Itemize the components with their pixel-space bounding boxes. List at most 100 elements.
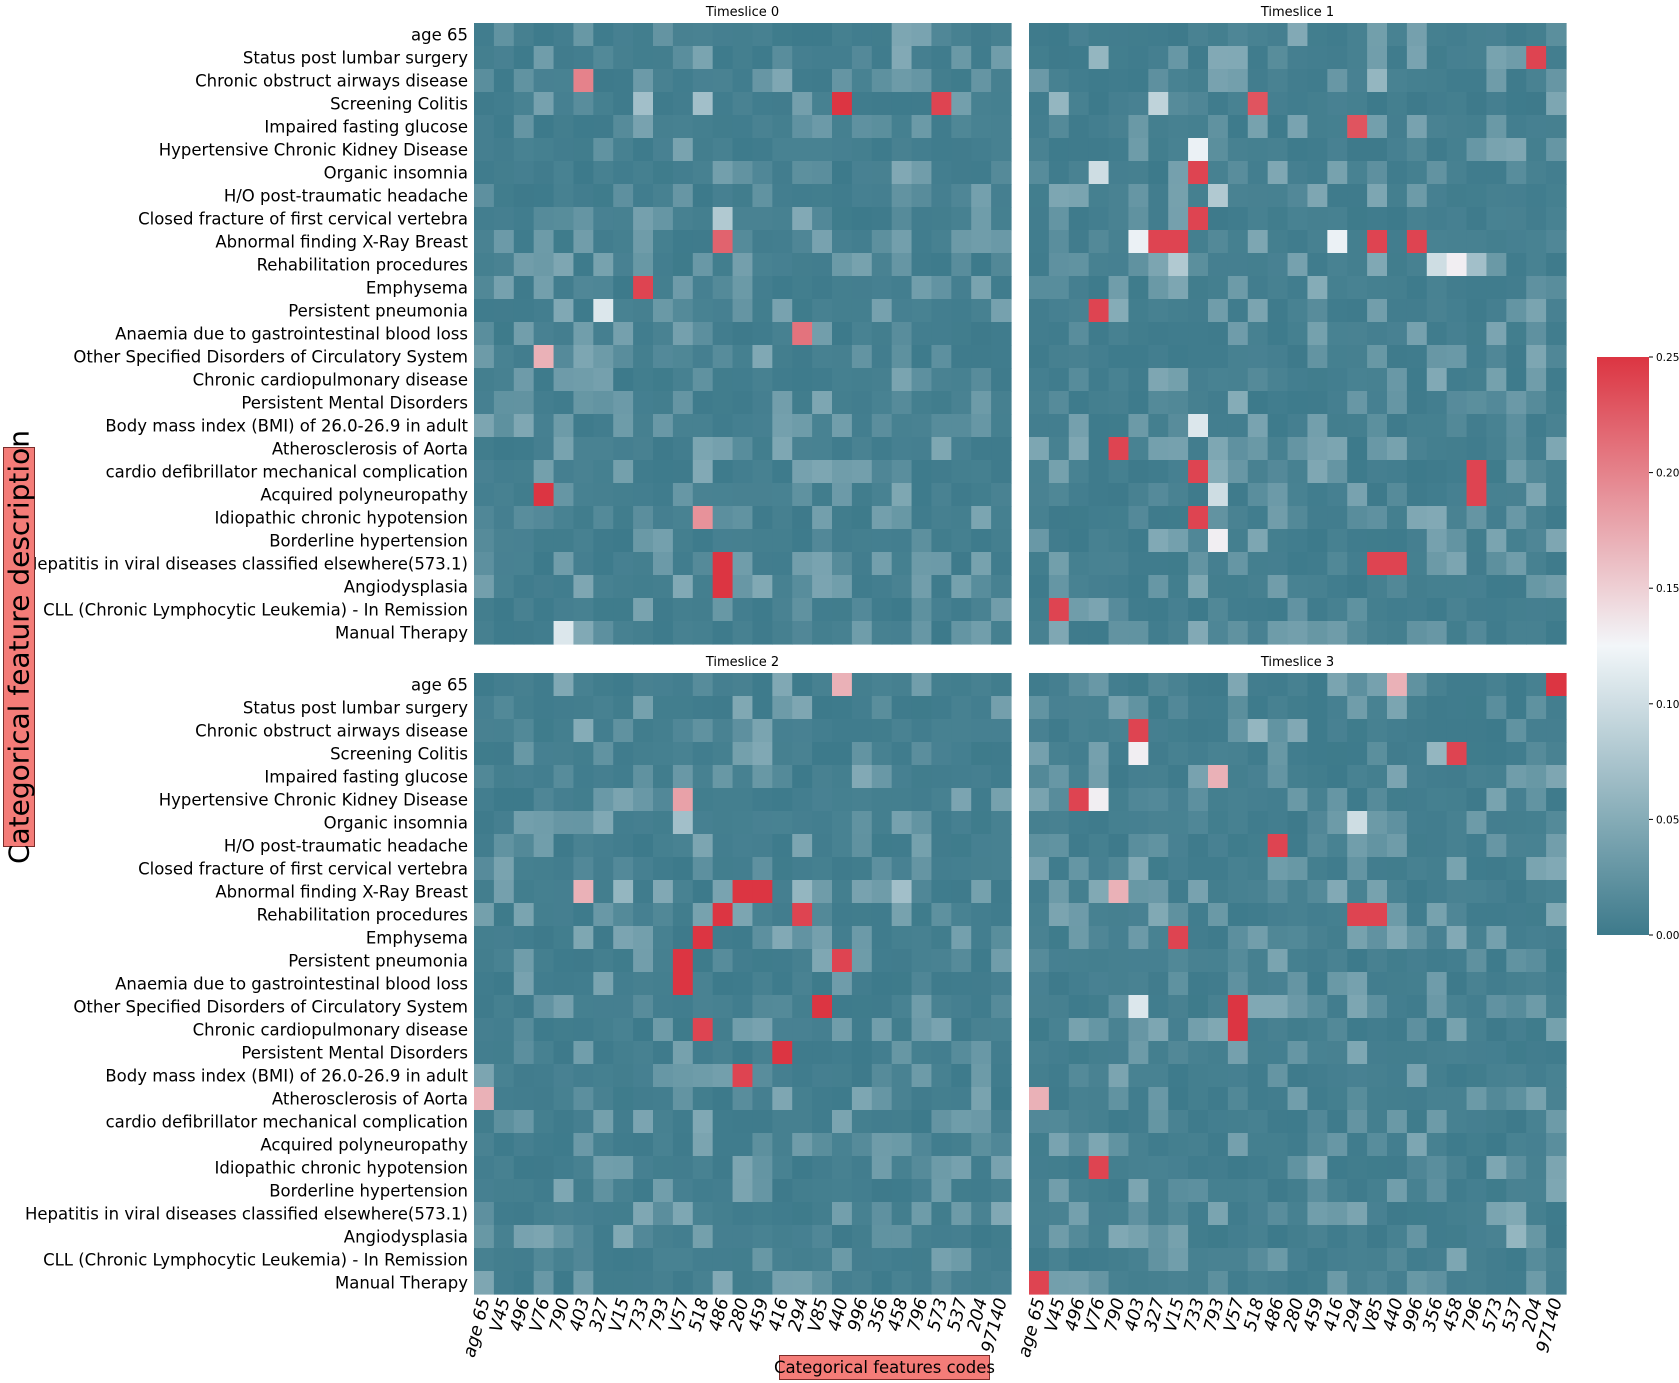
heatmap-cell bbox=[1387, 46, 1408, 70]
heatmap-cell bbox=[1029, 903, 1050, 927]
heatmap-cell bbox=[1068, 46, 1090, 70]
heatmap-cell bbox=[1148, 1064, 1169, 1088]
heatmap-cell bbox=[1387, 1271, 1408, 1295]
heatmap-cell bbox=[792, 1179, 813, 1203]
heatmap-cell bbox=[752, 184, 773, 208]
heatmap-cell bbox=[633, 414, 654, 438]
heatmap-cell bbox=[971, 184, 992, 208]
heatmap-cell bbox=[1526, 1156, 1547, 1180]
heatmap-cell bbox=[752, 69, 773, 93]
heatmap-cell bbox=[553, 552, 575, 576]
heatmap-cell bbox=[911, 673, 933, 697]
heatmap-cell bbox=[1466, 460, 1488, 484]
heatmap-cell bbox=[1188, 926, 1209, 950]
heatmap-cell bbox=[1406, 92, 1428, 116]
heatmap-cell bbox=[1148, 437, 1169, 461]
heatmap-cell bbox=[1128, 880, 1149, 904]
heatmap-cell bbox=[772, 1018, 793, 1042]
heatmap-cell bbox=[573, 880, 594, 904]
heatmap-cell bbox=[891, 437, 913, 461]
heatmap-cell bbox=[1347, 719, 1368, 743]
heatmap-cell bbox=[971, 719, 992, 743]
heatmap-cell bbox=[1307, 834, 1328, 858]
heatmap-cell bbox=[851, 696, 873, 720]
heatmap-cell bbox=[1208, 184, 1229, 208]
heatmap-cell bbox=[1486, 92, 1507, 116]
heatmap-cell bbox=[792, 575, 813, 599]
heatmap-cell bbox=[951, 972, 972, 996]
heatmap-cell bbox=[633, 1202, 654, 1226]
heatmap-cell bbox=[653, 621, 674, 645]
heatmap-cell bbox=[1168, 1179, 1189, 1203]
heatmap-cell bbox=[1068, 368, 1090, 392]
heatmap-cell bbox=[1406, 276, 1428, 300]
heatmap-cell bbox=[1227, 765, 1249, 789]
heatmap-cell bbox=[1406, 880, 1428, 904]
heatmap-cell bbox=[633, 460, 654, 484]
heatmap-cell bbox=[812, 207, 833, 231]
heatmap-cell bbox=[772, 1225, 793, 1249]
heatmap-cell bbox=[1406, 765, 1428, 789]
heatmap-cell bbox=[891, 719, 913, 743]
heatmap-cell bbox=[553, 742, 575, 766]
heatmap-cell bbox=[971, 621, 992, 645]
heatmap-cell bbox=[1347, 834, 1368, 858]
heatmap-cell bbox=[1526, 765, 1547, 789]
heatmap-cell bbox=[1486, 437, 1507, 461]
heatmap-cell bbox=[1148, 23, 1169, 47]
heatmap-cell bbox=[692, 1202, 714, 1226]
heatmap-cell bbox=[533, 742, 555, 766]
heatmap-cell bbox=[1426, 115, 1448, 139]
heatmap-cell bbox=[931, 788, 952, 812]
heatmap-cell bbox=[1168, 506, 1189, 530]
heatmap-cell bbox=[633, 230, 654, 254]
heatmap-cell bbox=[1347, 972, 1368, 996]
heatmap-cell bbox=[792, 391, 813, 415]
heatmap-cell bbox=[1227, 880, 1249, 904]
heatmap-cell bbox=[991, 207, 1012, 231]
heatmap-cell bbox=[593, 483, 614, 507]
heatmap-cell bbox=[1307, 345, 1328, 369]
heatmap-cell bbox=[533, 696, 555, 720]
heatmap-cell bbox=[573, 598, 594, 622]
heatmap-cell bbox=[692, 230, 714, 254]
heatmap-cell bbox=[1227, 46, 1249, 70]
heatmap-cell bbox=[493, 253, 515, 277]
heatmap-cell bbox=[971, 742, 992, 766]
heatmap-cell bbox=[1526, 437, 1547, 461]
heatmap-cell bbox=[951, 598, 972, 622]
heatmap-cell bbox=[1486, 1087, 1507, 1111]
heatmap-cell bbox=[812, 161, 833, 185]
heatmap-cell bbox=[1068, 1156, 1090, 1180]
heatmap-cell bbox=[911, 115, 933, 139]
heatmap-cell bbox=[1168, 1271, 1189, 1295]
row-label: H/O post-traumatic headache bbox=[224, 187, 468, 206]
heatmap-cell bbox=[971, 834, 992, 858]
heatmap-cell bbox=[1426, 621, 1448, 645]
heatmap-cell bbox=[1546, 765, 1567, 789]
heatmap-cell bbox=[812, 1110, 833, 1134]
heatmap-cell bbox=[832, 1087, 853, 1111]
heatmap-cell bbox=[1048, 23, 1070, 47]
heatmap-cell bbox=[712, 552, 734, 576]
heatmap-cell bbox=[613, 834, 634, 858]
heatmap-cell bbox=[792, 345, 813, 369]
heatmap-cell bbox=[1128, 437, 1149, 461]
heatmap-cell bbox=[1347, 345, 1368, 369]
heatmap-cell bbox=[653, 322, 674, 346]
heatmap-cell bbox=[1088, 299, 1110, 323]
heatmap-cell bbox=[1446, 115, 1468, 139]
heatmap-cell bbox=[1128, 1110, 1149, 1134]
heatmap-cell bbox=[1247, 1202, 1269, 1226]
heatmap-cell bbox=[513, 552, 535, 576]
heatmap-cell bbox=[613, 69, 634, 93]
heatmap-cell bbox=[712, 483, 734, 507]
heatmap-cell bbox=[991, 673, 1012, 697]
heatmap-cell bbox=[1029, 1225, 1050, 1249]
heatmap-cell bbox=[513, 207, 535, 231]
heatmap-cell bbox=[493, 69, 515, 93]
heatmap-cell bbox=[1367, 1087, 1388, 1111]
heatmap-cell bbox=[1546, 575, 1567, 599]
heatmap-cell bbox=[1347, 811, 1368, 835]
heatmap-cell bbox=[1486, 529, 1507, 553]
